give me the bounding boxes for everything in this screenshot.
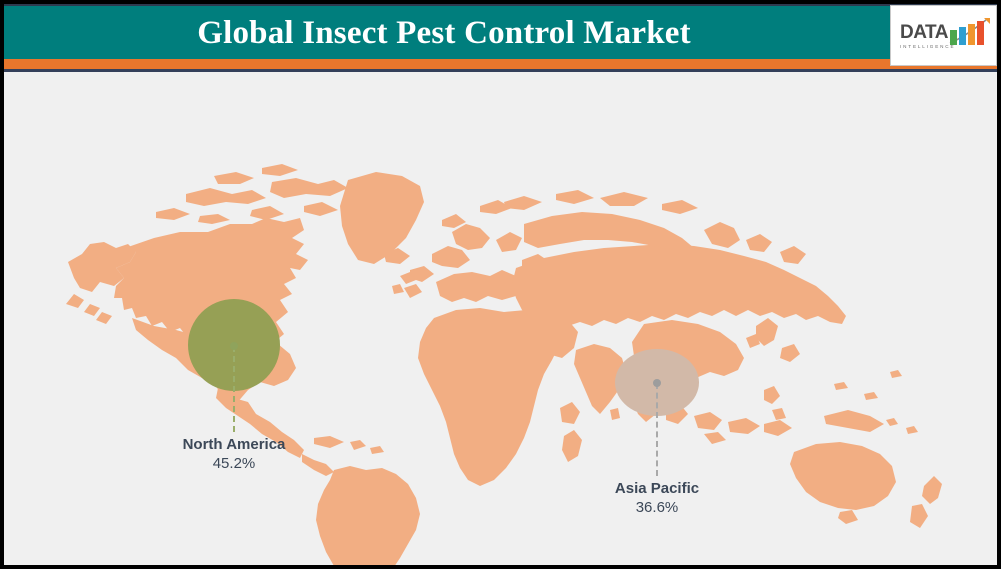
region-name-asia-pacific: Asia Pacific <box>614 480 700 497</box>
world-map-landmasses <box>66 164 942 565</box>
header-bottom-rule <box>4 69 997 72</box>
label-asia-pacific: Asia Pacific 36.6% <box>557 479 757 517</box>
anchor-dot-asia-pacific <box>653 379 661 387</box>
region-value-north-america: 45.2% <box>212 455 256 472</box>
region-value-asia-pacific: 36.6% <box>635 499 679 516</box>
anchor-dot-north-america <box>230 342 238 350</box>
header-bar: Global Insect Pest Control Market <box>4 4 997 59</box>
header-accent-stripe <box>4 59 997 69</box>
logo-tagline: INTELLIGENCE <box>900 44 956 49</box>
logo-wordmark: DATA <box>900 22 948 43</box>
label-north-america: North America 45.2% <box>134 435 334 473</box>
logo-bar-chart-icon <box>949 18 990 45</box>
leader-line-north-america <box>233 346 235 432</box>
leader-line-asia-pacific <box>656 383 658 476</box>
region-name-north-america: North America <box>182 436 286 453</box>
page-title: Global Insect Pest Control Market <box>197 15 691 51</box>
world-map: North America 45.2% Asia Pacific 36.6% <box>4 72 997 565</box>
brand-logo[interactable]: DATA INTELLIGENCE <box>890 5 997 66</box>
logo-inner: DATA INTELLIGENCE <box>898 17 992 57</box>
